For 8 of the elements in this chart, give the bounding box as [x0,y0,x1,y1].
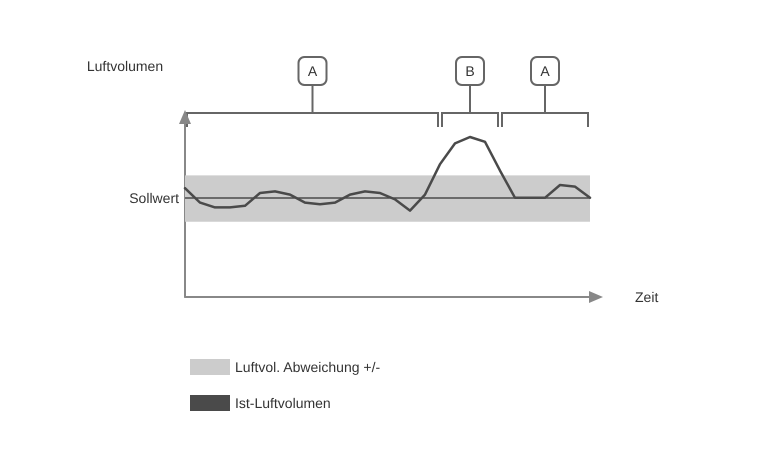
y-axis-title: Luftvolumen [86,58,164,74]
ref-line-label: Sollwert [129,190,180,206]
text: A [308,63,318,79]
text: B [465,63,475,79]
x-axis-title: Zeit [635,289,658,305]
legend-label: Ist-Luftvolumen [235,395,331,411]
text: A [540,63,550,79]
legend-label: Luftvol. Abweichung +/- [235,359,380,375]
